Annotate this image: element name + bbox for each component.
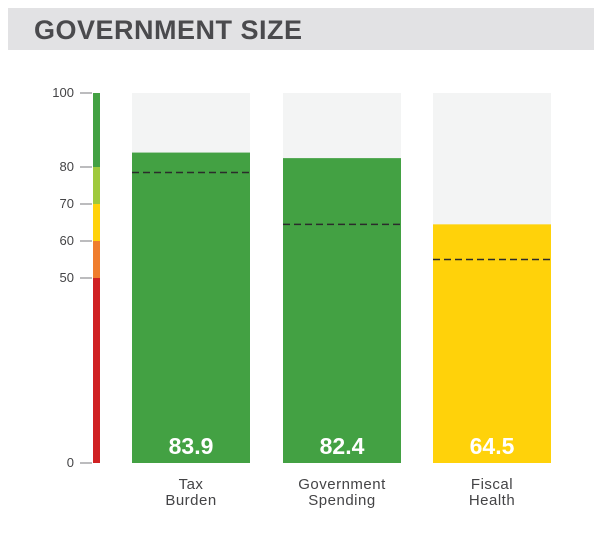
chart-title: GOVERNMENT SIZE: [34, 15, 303, 45]
category-label-0-0: Tax: [179, 476, 204, 493]
category-label-2-1: Health: [469, 492, 515, 509]
y-axis: 0 50 60 70 80 100: [52, 85, 92, 470]
scale-band-0: [93, 278, 100, 463]
y-tick-label-4: 80: [60, 159, 74, 174]
y-tick-label-1: 50: [60, 270, 74, 285]
y-tick-label-3: 70: [60, 196, 74, 211]
bar-0: [132, 152, 250, 463]
y-tick-label-2: 60: [60, 233, 74, 248]
value-label-2: 64.5: [470, 433, 515, 459]
category-label-1-1: Spending: [308, 492, 375, 509]
scale-band-1: [93, 241, 100, 278]
category-label-0-1: Burden: [165, 492, 216, 509]
bar-1: [283, 158, 401, 463]
scale-band-2: [93, 204, 100, 241]
value-label-1: 82.4: [320, 433, 365, 459]
value-labels: 83.9 82.4 64.5: [169, 433, 515, 459]
scale-band-3: [93, 167, 100, 204]
value-label-0: 83.9: [169, 433, 214, 459]
category-label-2-0: Fiscal: [471, 476, 513, 493]
y-tick-label-0: 0: [67, 455, 74, 470]
bars: [132, 152, 551, 463]
y-tick-label-5: 100: [52, 85, 74, 100]
category-label-1-0: Government: [298, 476, 386, 493]
score-scale-strip: [93, 93, 100, 463]
title-band: GOVERNMENT SIZE: [8, 8, 594, 50]
reference-lines: [132, 171, 551, 261]
bar-2: [433, 224, 551, 463]
scale-band-4: [93, 93, 100, 167]
